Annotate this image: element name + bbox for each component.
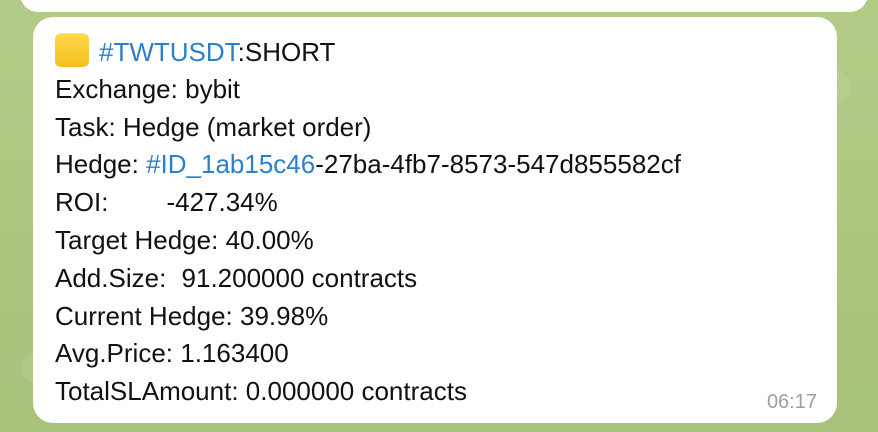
- target-hedge-line: Target Hedge: 40.00%: [55, 222, 825, 260]
- exchange-label: Exchange:: [55, 73, 178, 104]
- hedge-line: Hedge: #ID_1ab15c46-27ba-4fb7-8573-547d8…: [55, 146, 825, 184]
- current-hedge-line: Current Hedge: 39.98%: [55, 298, 825, 336]
- symbol-hashtag-link[interactable]: #TWTUSDT: [99, 37, 238, 67]
- avg-price-line: Avg.Price: 1.163400: [55, 335, 825, 373]
- current-hedge-value: 39.98%: [240, 300, 329, 331]
- previous-message-bubble: [20, 0, 868, 12]
- yellow-square-icon: [55, 33, 89, 67]
- task-label: Task:: [55, 111, 116, 142]
- roi-label: ROI:: [55, 187, 109, 218]
- add-size-value: 91.200000 contracts: [181, 262, 418, 293]
- total-sl-amount-label: TotalSLAmount:: [55, 376, 239, 407]
- target-hedge-value: 40.00%: [225, 224, 314, 255]
- roi-value: -427.34%: [166, 187, 278, 218]
- task-line: Task: Hedge (market order): [55, 109, 825, 147]
- hedge-id-hashtag-link[interactable]: #ID_1ab15c46: [146, 149, 316, 180]
- message-bubble[interactable]: #TWTUSDT:SHORT Exchange: bybit Task: Hed…: [33, 17, 837, 423]
- target-hedge-label: Target Hedge:: [55, 224, 219, 255]
- total-sl-amount-line: TotalSLAmount: 0.000000 contracts: [55, 373, 825, 411]
- current-hedge-label: Current Hedge:: [55, 300, 233, 331]
- message-timestamp: 06:17: [766, 391, 817, 413]
- add-size-line: Add.Size: 91.200000 contracts: [55, 260, 825, 298]
- avg-price-label: Avg.Price:: [55, 338, 174, 369]
- add-size-label: Add.Size:: [55, 262, 167, 293]
- total-sl-amount-value: 0.000000 contracts: [245, 376, 467, 407]
- message-content: #TWTUSDT:SHORT Exchange: bybit Task: Hed…: [55, 33, 825, 411]
- avg-price-value: 1.163400: [180, 338, 289, 369]
- exchange-line: Exchange: bybit: [55, 71, 825, 109]
- message-header: #TWTUSDT:SHORT: [55, 33, 825, 71]
- roi-line: ROI: -427.34%: [55, 184, 825, 222]
- position-side: :SHORT: [237, 37, 336, 67]
- hedge-id-rest: -27ba-4fb7-8573-547d855582cf: [315, 149, 681, 180]
- exchange-value: bybit: [185, 73, 241, 104]
- hedge-label: Hedge:: [55, 149, 139, 180]
- task-value: Hedge (market order): [122, 111, 372, 142]
